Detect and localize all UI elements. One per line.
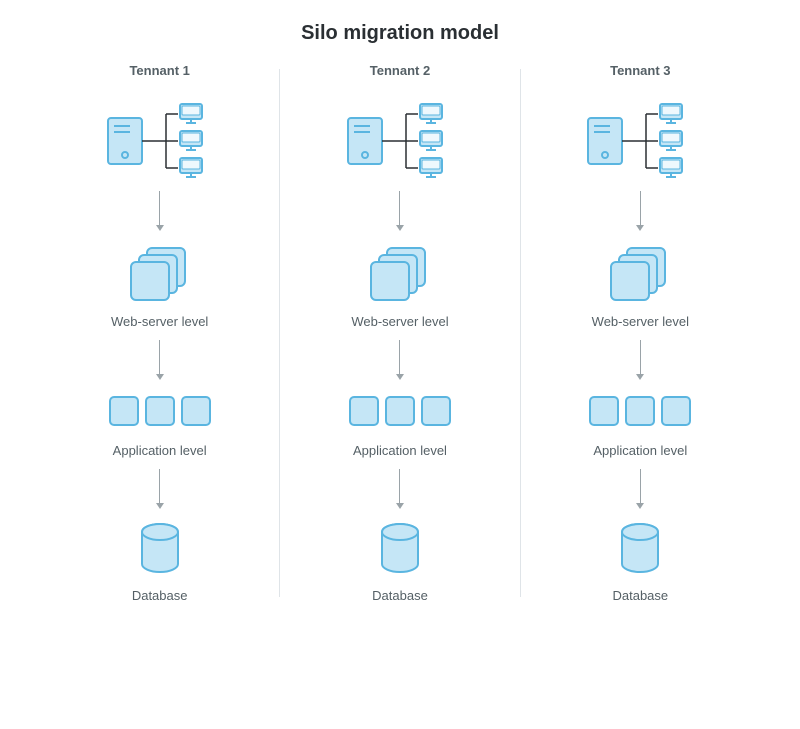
tier-web-label: Web-server level — [592, 314, 689, 329]
arrow-down-icon — [396, 188, 404, 234]
diagram-title: Silo migration model — [0, 0, 800, 63]
arrow-down-icon — [636, 337, 644, 383]
tenant-title: Tennant 1 — [129, 63, 189, 78]
tier-db: Database — [612, 520, 668, 603]
tier-app: Application level — [104, 391, 216, 458]
stacked-cards-icon — [363, 242, 437, 302]
tier-web: Web-server level — [592, 242, 689, 329]
server-cluster-icon — [100, 102, 220, 180]
tier-app-label: Application level — [593, 443, 687, 458]
arrow-down-icon — [636, 188, 644, 234]
tier-db-label: Database — [132, 588, 188, 603]
arrow-down-icon — [396, 337, 404, 383]
boxes-icon — [104, 391, 216, 431]
tier-db: Database — [372, 520, 428, 603]
tenant-title: Tennant 2 — [370, 63, 430, 78]
tier-web-label: Web-server level — [351, 314, 448, 329]
database-icon — [136, 520, 184, 576]
boxes-icon — [344, 391, 456, 431]
arrow-down-icon — [396, 466, 404, 512]
server-cluster-icon — [580, 102, 700, 180]
tier-web: Web-server level — [111, 242, 208, 329]
arrow-down-icon — [156, 466, 164, 512]
server-cluster-icon — [340, 102, 460, 180]
tier-app: Application level — [344, 391, 456, 458]
arrow-down-icon — [156, 188, 164, 234]
tier-db: Database — [132, 520, 188, 603]
arrow-down-icon — [156, 337, 164, 383]
arrow-down-icon — [636, 466, 644, 512]
tenant-column: Tennant 1 Web-server level Application l… — [40, 63, 279, 603]
tier-server — [340, 102, 460, 180]
database-icon — [376, 520, 424, 576]
tier-web-label: Web-server level — [111, 314, 208, 329]
tenant-column: Tennant 2 Web-server level Application l… — [280, 63, 519, 603]
stacked-cards-icon — [123, 242, 197, 302]
tier-app-label: Application level — [353, 443, 447, 458]
stacked-cards-icon — [603, 242, 677, 302]
boxes-icon — [584, 391, 696, 431]
tier-web: Web-server level — [351, 242, 448, 329]
columns-container: Tennant 1 Web-server level Application l… — [0, 63, 800, 603]
tier-db-label: Database — [612, 588, 668, 603]
tier-db-label: Database — [372, 588, 428, 603]
tier-server — [100, 102, 220, 180]
tenant-title: Tennant 3 — [610, 63, 670, 78]
tier-app: Application level — [584, 391, 696, 458]
tenant-column: Tennant 3 Web-server level Application l… — [521, 63, 760, 603]
tier-server — [580, 102, 700, 180]
tier-app-label: Application level — [113, 443, 207, 458]
database-icon — [616, 520, 664, 576]
